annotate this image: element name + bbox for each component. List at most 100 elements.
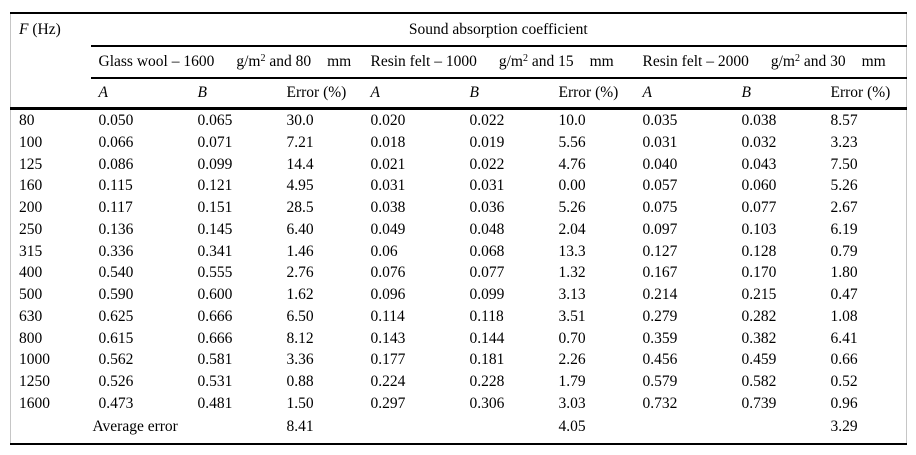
material-name: Resin felt – 2000 [642, 53, 749, 70]
value-cell: 0.143 [370, 329, 406, 347]
gsm-rest: and 15 [527, 53, 574, 70]
value-cell: 0.581 [197, 351, 233, 369]
value-cell: 0.600 [197, 286, 233, 303]
value-cell: 0.036 [469, 199, 505, 216]
table-row: 250 0.136 0.145 6.40 0.049 0.048 2.04 0.… [11, 219, 907, 241]
table-row: 100 0.066 0.071 7.21 0.018 0.019 5.56 0.… [11, 132, 907, 154]
value-cell: 0.167 [642, 264, 678, 282]
error-cell: 0.47 [830, 286, 858, 303]
group-header-resin-felt-1000: Resin felt – 1000 g/m2 and 15 mm [362, 46, 635, 79]
value-cell: 0.121 [197, 177, 233, 195]
value-cell: 0.035 [642, 112, 678, 129]
value-cell: 0.473 [98, 394, 134, 412]
value-cell: 0.562 [98, 351, 134, 369]
value-cell: 0.739 [741, 394, 777, 412]
value-cell: 0.077 [469, 264, 505, 282]
value-cell: 0.579 [642, 373, 678, 390]
error-cell: 0.70 [558, 329, 586, 347]
error-cell: 3.03 [558, 394, 586, 412]
freq-cell: 800 [19, 329, 43, 347]
error-cell: 1.08 [830, 307, 858, 325]
value-cell: 0.038 [741, 112, 777, 129]
value-cell: 0.306 [469, 394, 505, 412]
error-cell: 0.00 [558, 177, 586, 195]
col-header-error: Error (%) [278, 78, 363, 110]
value-cell: 0.526 [98, 373, 134, 390]
value-cell: 0.019 [469, 133, 505, 151]
value-cell: 0.060 [741, 177, 777, 195]
freq-cell: 1250 [19, 373, 50, 390]
value-cell: 0.097 [642, 220, 678, 238]
freq-cell: 160 [19, 177, 43, 195]
freq-cell: 315 [19, 242, 43, 260]
value-cell: 0.582 [741, 373, 777, 390]
table-title: Sound absorption coefficient [90, 13, 907, 47]
value-cell: 0.065 [197, 112, 233, 129]
material-thickness-unit: mm [589, 53, 614, 70]
value-cell: 0.086 [98, 155, 134, 173]
freq-cell: 1000 [19, 351, 50, 369]
table-row: 125 0.086 0.099 14.4 0.021 0.022 4.76 0.… [11, 154, 907, 176]
error-cell: 2.67 [830, 199, 858, 216]
value-cell: 0.136 [98, 220, 134, 238]
value-cell: 0.228 [469, 373, 505, 390]
value-cell: 0.06 [370, 242, 398, 260]
error-cell: 30.0 [286, 112, 314, 129]
value-cell: 0.297 [370, 394, 406, 412]
value-cell: 0.022 [469, 155, 505, 173]
col-header-a: A [634, 78, 734, 110]
value-cell: 0.531 [197, 373, 233, 390]
value-cell: 0.103 [741, 220, 777, 238]
value-cell: 0.279 [642, 307, 678, 325]
value-cell: 0.732 [642, 394, 678, 412]
col-header-a: A [90, 78, 190, 110]
value-cell: 0.459 [741, 351, 777, 369]
value-cell: 0.096 [370, 286, 406, 303]
value-cell: 0.048 [469, 220, 505, 238]
value-cell: 0.115 [98, 177, 133, 195]
material-thickness-unit: mm [327, 53, 352, 70]
error-cell: 1.46 [286, 242, 314, 260]
value-cell: 0.341 [197, 242, 233, 260]
value-cell: 0.118 [469, 307, 504, 325]
value-cell: 0.181 [469, 351, 505, 369]
value-cell: 0.666 [197, 307, 233, 325]
error-cell: 0.79 [830, 242, 858, 260]
freq-cell: 400 [19, 264, 43, 282]
value-cell: 0.456 [642, 351, 678, 369]
col-header-b: B [189, 78, 279, 110]
average-error-row: Average error 8.41 4.05 3.29 [11, 415, 907, 444]
material-name: Glass wool – 1600 [98, 53, 215, 70]
error-cell: 6.19 [830, 220, 858, 238]
error-cell: 1.32 [558, 264, 586, 282]
table-row: 1000 0.562 0.581 3.36 0.177 0.181 2.26 0… [11, 349, 907, 371]
value-cell: 0.481 [197, 394, 233, 412]
col-header-error: Error (%) [550, 78, 635, 110]
value-cell: 0.032 [741, 133, 777, 151]
value-cell: 0.666 [197, 329, 233, 347]
material-spec: g/m2 and 30 [771, 53, 846, 70]
group-header-glass-wool-1600: Glass wool – 1600 g/m2 and 80 mm [90, 46, 363, 79]
material-spec: g/m2 and 80 [236, 53, 311, 70]
table-row: 500 0.590 0.600 1.62 0.096 0.099 3.13 0.… [11, 284, 907, 306]
error-cell: 1.62 [286, 286, 314, 303]
error-cell: 8.12 [286, 329, 314, 347]
value-cell: 0.031 [469, 177, 505, 195]
value-cell: 0.540 [98, 264, 134, 282]
value-cell: 0.177 [370, 351, 406, 369]
value-cell: 0.075 [642, 199, 678, 216]
error-cell: 0.96 [830, 394, 858, 412]
error-cell: 0.66 [830, 351, 858, 369]
absorption-table: F (Hz) Sound absorption coefficient Glas… [10, 12, 907, 445]
freq-cell: 125 [19, 155, 43, 173]
gsm-unit: g/m [498, 53, 523, 70]
value-cell: 0.382 [741, 329, 777, 347]
error-cell: 1.50 [286, 394, 314, 412]
value-cell: 0.099 [469, 286, 505, 303]
freq-cell: 200 [19, 199, 43, 216]
freq-column-header: F (Hz) [10, 13, 91, 110]
error-cell: 2.26 [558, 351, 586, 369]
freq-cell: 500 [19, 286, 43, 303]
material-row: Glass wool – 1600 g/m2 and 80 mm Resin fel… [11, 46, 907, 79]
